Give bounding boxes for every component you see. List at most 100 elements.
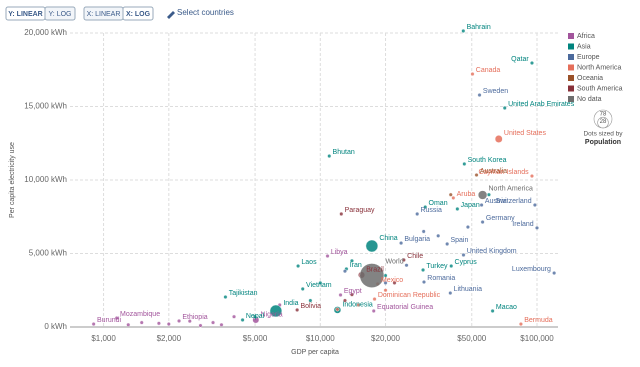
point-label: Romania (427, 275, 455, 282)
data-point (415, 211, 420, 216)
data-point (462, 161, 467, 166)
data-point (359, 263, 385, 288)
point-label: Mexico (381, 277, 403, 284)
legend-label: North America (577, 64, 621, 71)
point-label: Oman (429, 200, 448, 207)
data-point (91, 322, 96, 327)
point-label: Bahrain (467, 24, 491, 31)
y-tick-label: 10,000 kWh (24, 175, 67, 184)
legend-label: South America (577, 85, 623, 92)
data-point (518, 322, 523, 327)
data-point (383, 280, 388, 285)
data-point (126, 322, 131, 327)
y-linear-button[interactable]: Y: LINEAR (8, 11, 42, 18)
data-point (198, 323, 203, 328)
point-label: Mozambique (120, 311, 160, 318)
point-label: Aruba (457, 191, 476, 198)
point-label: Laos (301, 259, 317, 266)
data-point (269, 304, 283, 318)
y-tick-label: 5,000 kWh (29, 249, 67, 258)
data-point (532, 202, 537, 207)
controls: Y: LINEAR Y: LOG X: LINEAR X: LOG Select… (5, 6, 234, 21)
data-point (327, 154, 332, 159)
point-label: Macao (496, 304, 517, 311)
data-point (166, 322, 171, 327)
point-label: Nigeria (261, 312, 283, 319)
data-point (156, 321, 161, 326)
data-point (461, 28, 466, 33)
point-label: South Korea (468, 157, 507, 164)
point-label: Bermuda (524, 317, 553, 324)
point-label: Dominican Republic (378, 292, 441, 299)
point-label: Spain (450, 237, 468, 244)
select-countries[interactable]: Select countries (177, 8, 234, 17)
y-tick-label: 20,000 kWh (24, 28, 67, 37)
data-point (240, 317, 245, 322)
data-point (300, 286, 305, 291)
data-point (455, 206, 460, 211)
data-point (479, 202, 484, 207)
data-point (534, 225, 539, 230)
point-label: Vietnam (306, 282, 332, 289)
size-legend-circle (597, 116, 609, 129)
button-frame (122, 6, 154, 21)
point-label: United Kingdom (467, 248, 517, 255)
data-point (349, 258, 354, 263)
point-label: Ireland (512, 221, 534, 228)
point-label: Nepal (246, 313, 265, 320)
data-point (421, 229, 426, 234)
data-point (529, 174, 534, 179)
y-tick-label: 15,000 kWh (24, 102, 67, 111)
data-point (474, 173, 479, 178)
data-point (219, 322, 224, 327)
data-point (342, 298, 347, 303)
data-point (529, 60, 534, 65)
data-point (139, 320, 144, 325)
legend-swatch (568, 96, 574, 102)
point-label: Egypt (344, 288, 362, 295)
x-tick-label: $20,000 (371, 334, 400, 343)
data-point (448, 291, 453, 296)
legend-swatch (568, 85, 574, 92)
point-label: Tajikistan (229, 290, 258, 297)
legend-label: No data (577, 96, 602, 103)
data-point (325, 253, 330, 258)
data-point (451, 195, 456, 200)
legend-label: Oceania (577, 75, 603, 82)
data-point (477, 190, 488, 200)
point-label: China (379, 235, 397, 242)
x-tick-label: $1,000 (91, 334, 116, 343)
data-point (365, 239, 379, 253)
point-label: United Arab Emirates (508, 101, 575, 108)
point-label: Lithuania (454, 286, 483, 293)
data-point (465, 225, 470, 230)
data-point (318, 280, 323, 285)
data-point (461, 252, 466, 257)
data-point (423, 205, 428, 210)
legend-label: Asia (577, 43, 591, 50)
x-log-button[interactable]: X: LOG (126, 11, 151, 18)
point-label: Cyprus (455, 259, 478, 266)
x-tick-label: $50,000 (457, 334, 486, 343)
point-label: Qatar (511, 56, 529, 63)
data-point (470, 72, 475, 77)
size-legend-variable: Population (585, 139, 621, 146)
data-point (399, 241, 404, 246)
point-label: United States (504, 130, 547, 137)
y-tick-label: 0 kWh (44, 322, 67, 331)
point-label: Sweden (483, 88, 508, 95)
x-linear-button[interactable]: X: LINEAR (87, 11, 121, 18)
point-label: Austria (485, 198, 507, 205)
point-label: Paraguay (345, 207, 375, 214)
data-point (401, 257, 406, 262)
y-log-button[interactable]: Y: LOG (49, 11, 72, 18)
data-point (486, 192, 491, 197)
data-point (177, 318, 182, 323)
data-point (421, 280, 426, 285)
data-point (253, 314, 258, 319)
data-point (552, 271, 557, 276)
data-point (436, 233, 441, 238)
point-label: Iran (350, 262, 362, 269)
legend-swatch (568, 33, 574, 39)
y-axis-label: Per capita electricity use (9, 142, 16, 218)
